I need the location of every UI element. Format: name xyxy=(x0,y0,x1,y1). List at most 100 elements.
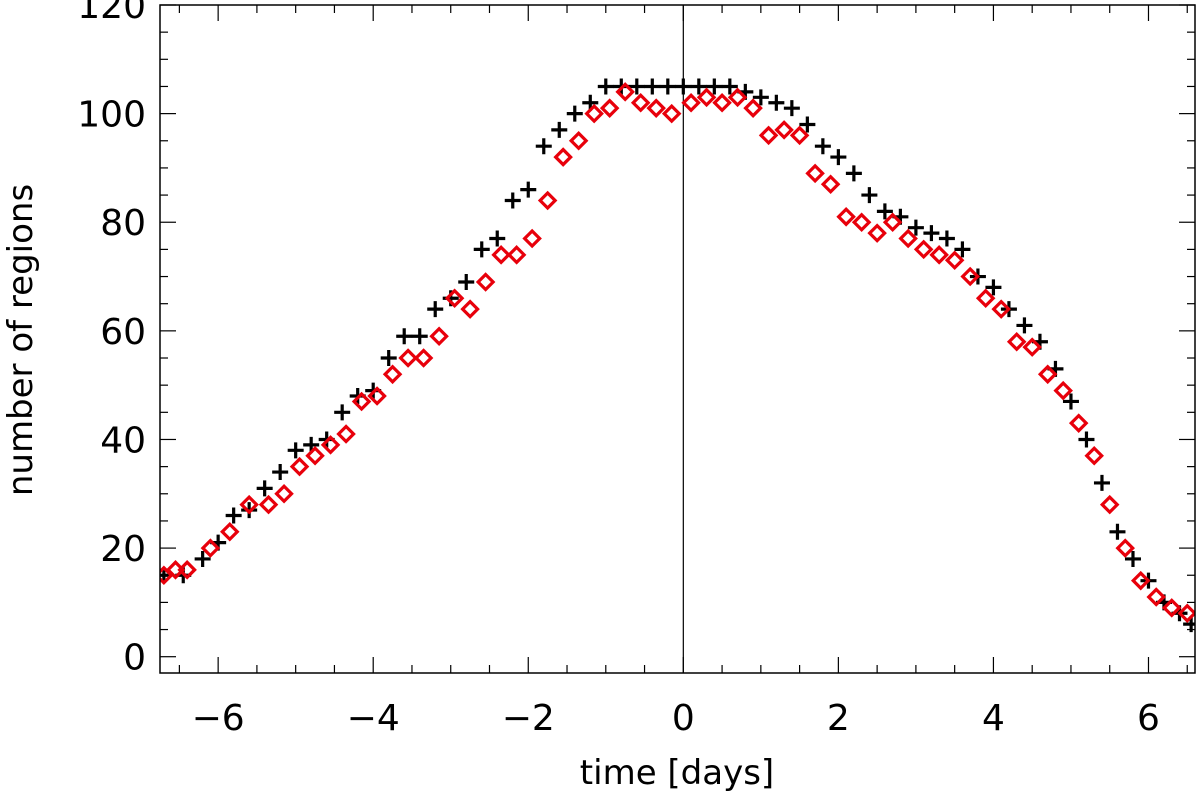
data-point-diamond xyxy=(336,424,356,444)
data-point-diamond xyxy=(615,82,635,102)
data-point-diamond xyxy=(1053,380,1073,401)
data-point-plus xyxy=(799,116,816,133)
data-point-diamond xyxy=(274,484,294,504)
data-point-plus xyxy=(489,230,506,247)
data-point-plus xyxy=(706,78,723,95)
y-tick-label: 0 xyxy=(123,638,146,679)
data-point-plus xyxy=(458,273,475,290)
data-point-diamond xyxy=(975,288,996,309)
data-point-diamond xyxy=(584,103,604,124)
x-tick-label: 0 xyxy=(672,698,695,739)
data-point-diamond xyxy=(1006,331,1027,352)
y-tick-label: 80 xyxy=(100,203,146,244)
data-point-plus xyxy=(256,480,273,497)
data-point-plus xyxy=(861,187,878,204)
data-point-plus xyxy=(287,442,304,459)
data-point-plus xyxy=(985,279,1002,296)
data-point-diamond xyxy=(1037,364,1058,385)
data-point-diamond xyxy=(491,245,511,265)
data-point-plus xyxy=(334,404,351,421)
data-point-diamond xyxy=(743,98,763,118)
y-tick-label: 40 xyxy=(100,420,146,461)
data-point-diamond xyxy=(258,494,279,515)
data-point-diamond xyxy=(177,560,197,580)
data-point-plus xyxy=(923,225,940,242)
x-tick-label: −6 xyxy=(192,698,245,739)
data-point-plus xyxy=(473,241,490,258)
data-point-plus xyxy=(380,350,397,367)
data-point-diamond xyxy=(382,364,403,385)
data-layer xyxy=(160,78,1195,633)
data-point-plus xyxy=(1093,474,1110,491)
data-point-plus xyxy=(396,328,413,345)
data-point-diamond xyxy=(836,207,856,227)
x-tick-label: −2 xyxy=(502,698,555,739)
data-point-plus xyxy=(411,328,428,345)
data-point-diamond xyxy=(913,239,934,260)
y-tick-label: 60 xyxy=(100,312,146,353)
plot-frame xyxy=(159,4,1196,674)
data-point-plus xyxy=(814,138,831,155)
data-point-diamond xyxy=(568,131,589,151)
data-point-plus xyxy=(1109,523,1126,540)
data-point-diamond xyxy=(867,223,887,243)
x-tick-label: 6 xyxy=(1137,698,1160,739)
data-point-diamond xyxy=(929,245,949,265)
data-point-plus xyxy=(659,78,676,95)
data-point-diamond xyxy=(475,272,496,292)
data-point-diamond xyxy=(320,435,341,455)
data-point-diamond xyxy=(367,386,387,406)
data-point-plus xyxy=(783,100,800,117)
data-point-diamond xyxy=(789,125,810,146)
data-point-diamond xyxy=(460,299,480,319)
data-point-plus xyxy=(597,78,614,95)
data-point-diamond xyxy=(712,92,732,113)
data-point-diamond xyxy=(1022,337,1042,357)
data-point-diamond xyxy=(630,92,651,113)
data-point-diamond xyxy=(289,456,310,477)
data-point-plus xyxy=(551,121,568,138)
data-point-plus xyxy=(954,241,971,258)
data-point-plus xyxy=(272,464,289,481)
data-point-diamond xyxy=(522,228,542,249)
data-point-diamond xyxy=(220,522,240,542)
data-point-diamond xyxy=(537,190,558,211)
data-point-plus xyxy=(628,78,645,95)
data-point-diamond xyxy=(661,103,682,124)
data-point-diamond xyxy=(599,98,620,118)
data-point-diamond xyxy=(553,147,573,167)
data-point-diamond xyxy=(882,212,903,232)
data-point-plus xyxy=(520,181,537,198)
x-tick-label: 4 xyxy=(982,698,1005,739)
data-point-plus xyxy=(690,78,707,95)
data-point-plus xyxy=(845,165,862,182)
data-point-plus xyxy=(504,192,521,209)
data-point-diamond xyxy=(1161,598,1182,618)
data-point-plus xyxy=(1016,317,1033,334)
data-point-diamond xyxy=(413,348,434,368)
data-point-diamond xyxy=(991,299,1011,319)
data-point-diamond xyxy=(1177,603,1195,624)
data-point-plus xyxy=(752,89,769,106)
data-point-diamond xyxy=(506,245,527,265)
data-point-plus xyxy=(938,230,955,247)
data-point-diamond xyxy=(200,538,221,558)
data-point-plus xyxy=(907,219,924,236)
data-point-diamond xyxy=(805,163,825,184)
data-point-diamond xyxy=(1115,538,1135,558)
data-point-diamond xyxy=(444,288,465,309)
data-point-diamond xyxy=(398,348,418,368)
data-point-plus xyxy=(427,301,444,318)
data-point-diamond xyxy=(1099,494,1120,515)
data-point-plus xyxy=(876,203,893,220)
data-point-diamond xyxy=(1068,413,1089,433)
data-point-diamond xyxy=(239,494,259,515)
data-point-diamond xyxy=(305,446,325,466)
y-tick-label: 100 xyxy=(77,95,146,136)
data-point-diamond xyxy=(820,174,841,194)
data-point-diamond xyxy=(960,266,980,287)
data-point-plus xyxy=(1124,550,1141,567)
data-point-plus xyxy=(566,105,583,122)
data-point-plus xyxy=(830,149,847,166)
